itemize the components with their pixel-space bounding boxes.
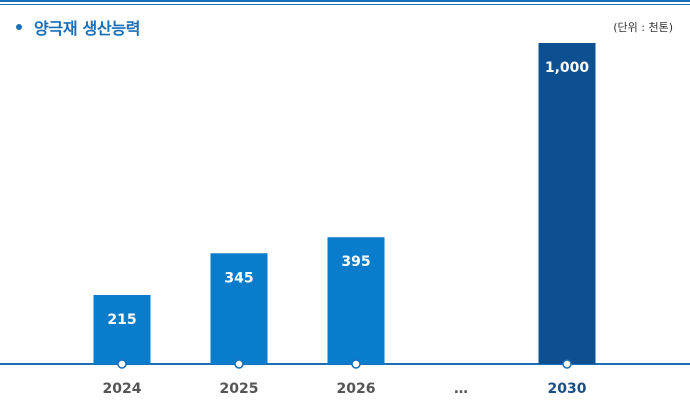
axis-marker-2030 <box>562 359 572 369</box>
tick-label-2024: 2024 <box>103 381 142 397</box>
unit-label: (단위 : 천톤) <box>613 21 673 34</box>
data-label-2026: 395 <box>341 254 370 270</box>
tick-label-2030: 2030 <box>548 381 587 397</box>
bar-2030 <box>538 43 596 364</box>
tick-label-2025: 2025 <box>220 381 259 397</box>
axis-marker-2024 <box>117 359 127 369</box>
data-label-2030: 1,000 <box>545 60 590 76</box>
bullet-icon <box>16 24 22 30</box>
axis-marker-2025 <box>234 359 244 369</box>
top-rule-thin <box>0 4 690 5</box>
data-label-2025: 345 <box>224 270 253 286</box>
bar-2026 <box>327 237 385 364</box>
bar-2024 <box>93 294 151 364</box>
chart-title-row: 양극재 생산능력 <box>16 15 141 39</box>
axis-marker-2026 <box>351 359 361 369</box>
chart-title: 양극재 생산능력 <box>34 19 141 38</box>
tick-label-2026: 2026 <box>337 381 376 397</box>
bar-2025 <box>210 253 268 364</box>
tick-label-ellipsis: … <box>454 381 468 397</box>
top-rule <box>0 0 690 2</box>
data-label-2024: 215 <box>107 312 136 328</box>
